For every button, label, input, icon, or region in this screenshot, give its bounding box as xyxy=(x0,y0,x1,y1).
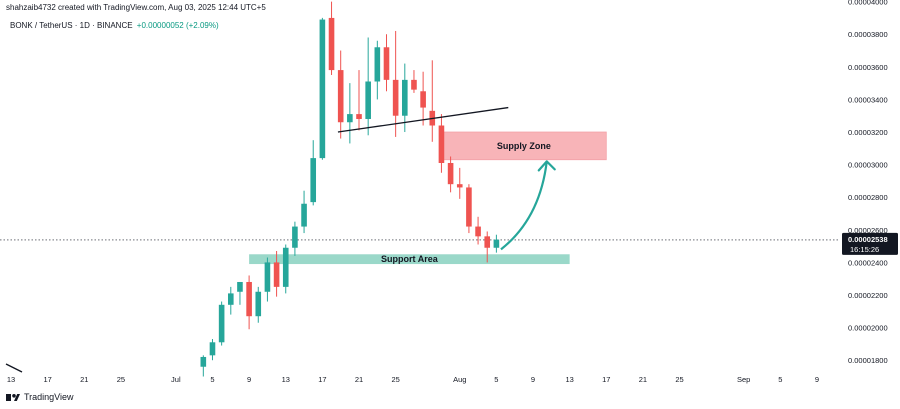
projection-arrow[interactable] xyxy=(500,161,548,251)
price-tick: 0.00002200 xyxy=(848,291,888,300)
time-tick: 21 xyxy=(80,375,88,384)
time-tick: 5 xyxy=(494,375,498,384)
time-tick: 9 xyxy=(247,375,251,384)
price-axis[interactable]: 0.00004000 0.00003800 0.00003600 0.00003400… xyxy=(842,0,898,365)
time-tick: 21 xyxy=(639,375,647,384)
candle-body xyxy=(264,262,271,292)
time-tick: 17 xyxy=(43,375,51,384)
candle-body xyxy=(319,19,326,159)
zones-layer xyxy=(249,131,607,265)
price-tick: 0.00003800 xyxy=(848,30,888,39)
brand-name: TradingView xyxy=(24,392,74,402)
candle-body xyxy=(493,239,500,248)
tradingview-logo-icon xyxy=(6,393,20,401)
symbol-title: BONK / TetherUS · 1D · BINANCE xyxy=(10,21,133,30)
time-tick: 25 xyxy=(391,375,399,384)
candle-body xyxy=(292,226,298,248)
time-tick: 9 xyxy=(531,375,535,384)
drawing-fragment xyxy=(5,363,23,373)
time-tick: 25 xyxy=(117,375,125,384)
price-tick: 0.00002800 xyxy=(848,193,888,202)
price-tick: 0.00002600 xyxy=(848,226,888,235)
candle-body xyxy=(383,47,390,80)
candle-body xyxy=(337,70,344,123)
candle-body xyxy=(420,91,426,108)
supply-zone-box[interactable] xyxy=(441,131,607,161)
candle-body xyxy=(456,184,463,188)
candle-body xyxy=(227,293,234,305)
candle-body xyxy=(392,79,399,116)
support-area-label: Support Area xyxy=(381,254,439,264)
symbol-legend[interactable]: BONK / TetherUS · 1D · BINANCE +0.000000… xyxy=(10,21,219,30)
time-tick: 13 xyxy=(565,375,573,384)
time-tick: 17 xyxy=(602,375,610,384)
candle-body xyxy=(246,281,252,317)
candle-body xyxy=(273,262,280,287)
candle-body xyxy=(218,304,225,343)
price-change: +0.00000052 (+2.09%) xyxy=(136,21,219,30)
candle-body xyxy=(484,236,491,248)
time-tick: Aug xyxy=(453,375,466,384)
tradingview-brand[interactable]: TradingView xyxy=(6,392,74,402)
time-tick: Jul xyxy=(171,375,181,384)
candle-body xyxy=(447,162,454,185)
candle-body xyxy=(209,342,216,356)
candle-body xyxy=(282,247,289,287)
price-tick: 0.00003000 xyxy=(848,161,888,170)
chart-attribution: shahzaib4732 created with TradingView.co… xyxy=(6,3,266,12)
time-tick: 13 xyxy=(282,375,290,384)
time-tick: 5 xyxy=(778,375,782,384)
time-tick: 21 xyxy=(355,375,363,384)
time-tick: 13 xyxy=(7,375,15,384)
candle-body xyxy=(374,47,381,82)
candle-body xyxy=(328,17,335,71)
arrow-head xyxy=(537,160,556,172)
candle-body xyxy=(402,79,408,116)
candle-body xyxy=(365,81,371,119)
current-price-badge xyxy=(842,232,898,255)
candle-body xyxy=(356,114,362,119)
price-tick: 0.00002000 xyxy=(848,324,888,333)
time-tick: 25 xyxy=(675,375,683,384)
candle-body xyxy=(438,125,445,163)
candle-body xyxy=(411,79,417,90)
drawings-layer: Supply Zone Support Area xyxy=(337,106,556,264)
candle-body xyxy=(347,114,353,123)
time-axis[interactable]: 13 17 21 25 Jul 5 9 13 17 21 25 Aug 5 9 13 17 21 25 Sep 5 9 xyxy=(7,375,819,384)
candle-body xyxy=(237,281,243,292)
bar-countdown: 16:15:26 xyxy=(850,245,879,254)
candle-body xyxy=(200,356,207,367)
price-tick: 0.00003400 xyxy=(848,95,888,104)
price-tick: 0.00003200 xyxy=(848,128,888,137)
price-tick: 0.00004000 xyxy=(848,0,888,7)
support-area-box[interactable] xyxy=(249,254,570,265)
supply-zone-label: Supply Zone xyxy=(497,141,551,151)
candle-body xyxy=(310,158,317,203)
time-tick: 5 xyxy=(210,375,214,384)
time-tick: 17 xyxy=(318,375,326,384)
trendline[interactable] xyxy=(337,106,509,133)
price-tick: 0.00001800 xyxy=(848,356,888,365)
time-tick: 9 xyxy=(815,375,819,384)
price-tick: 0.00002400 xyxy=(848,258,888,267)
current-price-label: 0.00002538 xyxy=(848,235,888,244)
candle-body xyxy=(255,291,262,317)
time-tick: Sep xyxy=(737,375,750,384)
candles-layer xyxy=(200,1,500,377)
candle-body xyxy=(301,203,307,227)
candle-body xyxy=(466,187,472,227)
price-tick: 0.00003600 xyxy=(848,63,888,72)
candle-body xyxy=(475,226,481,237)
